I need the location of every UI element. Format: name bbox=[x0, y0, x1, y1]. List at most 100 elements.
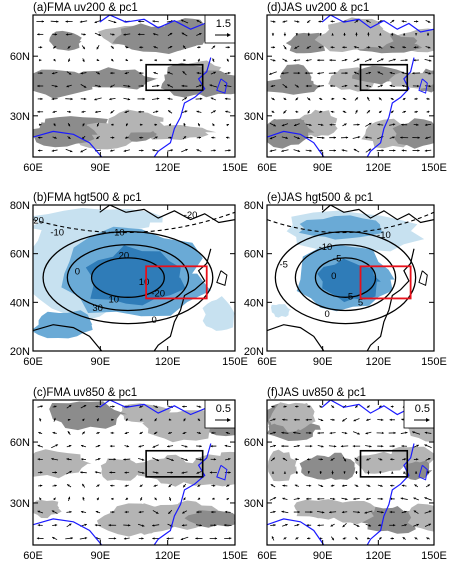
x-tick-label: 150E bbox=[421, 550, 447, 562]
wind-vector-head bbox=[66, 20, 68, 22]
wind-vector-head bbox=[228, 46, 230, 48]
y-tick-label: 40N bbox=[244, 297, 264, 309]
x-tick-label: 60E bbox=[23, 550, 43, 562]
x-tick-label: 90E bbox=[91, 356, 111, 368]
wind-vector-head bbox=[38, 149, 40, 151]
wind-vector-head bbox=[225, 98, 227, 100]
contour-fill bbox=[271, 304, 291, 318]
x-tick-label: 120E bbox=[365, 550, 391, 562]
wind-vector-head bbox=[341, 445, 343, 447]
contour-label: -20 bbox=[30, 216, 44, 227]
contour-label: 0 bbox=[331, 271, 336, 282]
wind-vector-head bbox=[317, 524, 319, 526]
significance-shading bbox=[27, 500, 62, 518]
wind-vector-head bbox=[346, 136, 348, 138]
wind-vector-head bbox=[199, 445, 201, 447]
wind-vector-head bbox=[184, 59, 186, 61]
wind-vector-head bbox=[309, 484, 311, 486]
y-tick-label: 20N bbox=[244, 346, 264, 358]
wind-vector-head bbox=[95, 524, 97, 526]
wind-vector-head bbox=[382, 432, 384, 434]
wind-vector-head bbox=[141, 537, 143, 539]
wind-vector-head bbox=[353, 498, 355, 500]
wind-vector-head bbox=[390, 484, 392, 486]
wind-vector-head bbox=[195, 537, 197, 539]
wind-vector-head bbox=[332, 419, 334, 421]
wind-vector-head bbox=[310, 137, 312, 139]
wind-vector-head bbox=[215, 537, 217, 539]
wind-vector-head bbox=[334, 445, 336, 447]
y-tick-label: 20N bbox=[10, 346, 30, 358]
wind-vector-head bbox=[152, 537, 154, 539]
y-tick-label: 60N bbox=[244, 51, 264, 63]
x-tick-label: 60E bbox=[23, 162, 43, 174]
wind-vector-head bbox=[84, 98, 86, 100]
wind-vector-head bbox=[167, 537, 169, 539]
wind-vector-head bbox=[394, 432, 396, 434]
y-tick-label: 60N bbox=[10, 51, 30, 63]
significance-shading bbox=[405, 461, 433, 481]
wind-vector-head bbox=[392, 537, 394, 539]
wind-vector-head bbox=[381, 419, 383, 421]
panel-title: (b)FMA hgt500 & pc1 bbox=[33, 192, 142, 204]
wind-vector-head bbox=[317, 432, 319, 434]
wind-vector-head bbox=[69, 111, 71, 113]
wind-vector-head bbox=[38, 524, 40, 526]
plot-area bbox=[253, 15, 455, 157]
wind-vector-head bbox=[401, 445, 403, 447]
coastline bbox=[217, 271, 227, 286]
significance-shading bbox=[132, 458, 200, 479]
y-tick-label: 80N bbox=[244, 200, 264, 212]
contour-label: -10 bbox=[319, 242, 333, 253]
wind-vector-head bbox=[427, 111, 429, 113]
wind-vector-head bbox=[393, 149, 395, 151]
significance-shading bbox=[108, 110, 164, 133]
wind-vector-head bbox=[40, 46, 42, 48]
x-tick-label: 90E bbox=[313, 550, 333, 562]
x-tick-label: 60E bbox=[257, 550, 277, 562]
wind-vector-head bbox=[381, 498, 383, 500]
wind-vector-head bbox=[37, 537, 39, 539]
wind-vector-head bbox=[322, 137, 324, 139]
x-tick-label: 150E bbox=[421, 356, 447, 368]
x-tick-label: 60E bbox=[257, 162, 277, 174]
y-tick-label: 30N bbox=[244, 498, 264, 510]
y-tick-label: 60N bbox=[244, 249, 264, 261]
wind-vector-head bbox=[307, 537, 309, 539]
x-tick-label: 150E bbox=[421, 162, 447, 174]
wind-vector-head bbox=[112, 405, 114, 407]
wind-vector-head bbox=[357, 123, 359, 125]
wind-vector-head bbox=[228, 72, 230, 74]
x-tick-label: 120E bbox=[155, 356, 181, 368]
x-tick-label: 120E bbox=[365, 356, 391, 368]
contour-label: 5 bbox=[348, 292, 353, 303]
ref-vector-label: 0.5 bbox=[216, 403, 231, 415]
y-tick-label: 40N bbox=[10, 297, 30, 309]
wind-vector-head bbox=[416, 20, 418, 22]
contour-label: 0 bbox=[324, 309, 329, 320]
wind-vector-head bbox=[391, 471, 393, 473]
x-tick-label: 90E bbox=[313, 356, 333, 368]
coastline bbox=[267, 519, 324, 545]
ref-vector-label: 0.5 bbox=[415, 403, 430, 415]
y-tick-label: 30N bbox=[10, 498, 30, 510]
significance-shading bbox=[101, 458, 141, 481]
wind-vector-head bbox=[110, 445, 112, 447]
panel-title: (e)JAS hgt500 & pc1 bbox=[267, 192, 373, 204]
contour-fill bbox=[31, 310, 93, 338]
wind-vector-head bbox=[154, 59, 156, 61]
contour-label: -10 bbox=[111, 227, 125, 238]
wind-vector-head bbox=[355, 472, 357, 474]
y-tick-label: 60N bbox=[244, 437, 264, 449]
wind-vector-head bbox=[284, 34, 286, 36]
x-tick-label: 120E bbox=[155, 550, 181, 562]
significance-shading bbox=[49, 401, 127, 430]
wind-vector-head bbox=[403, 471, 405, 473]
wind-vector-head bbox=[182, 405, 184, 407]
x-tick-label: 150E bbox=[222, 162, 248, 174]
